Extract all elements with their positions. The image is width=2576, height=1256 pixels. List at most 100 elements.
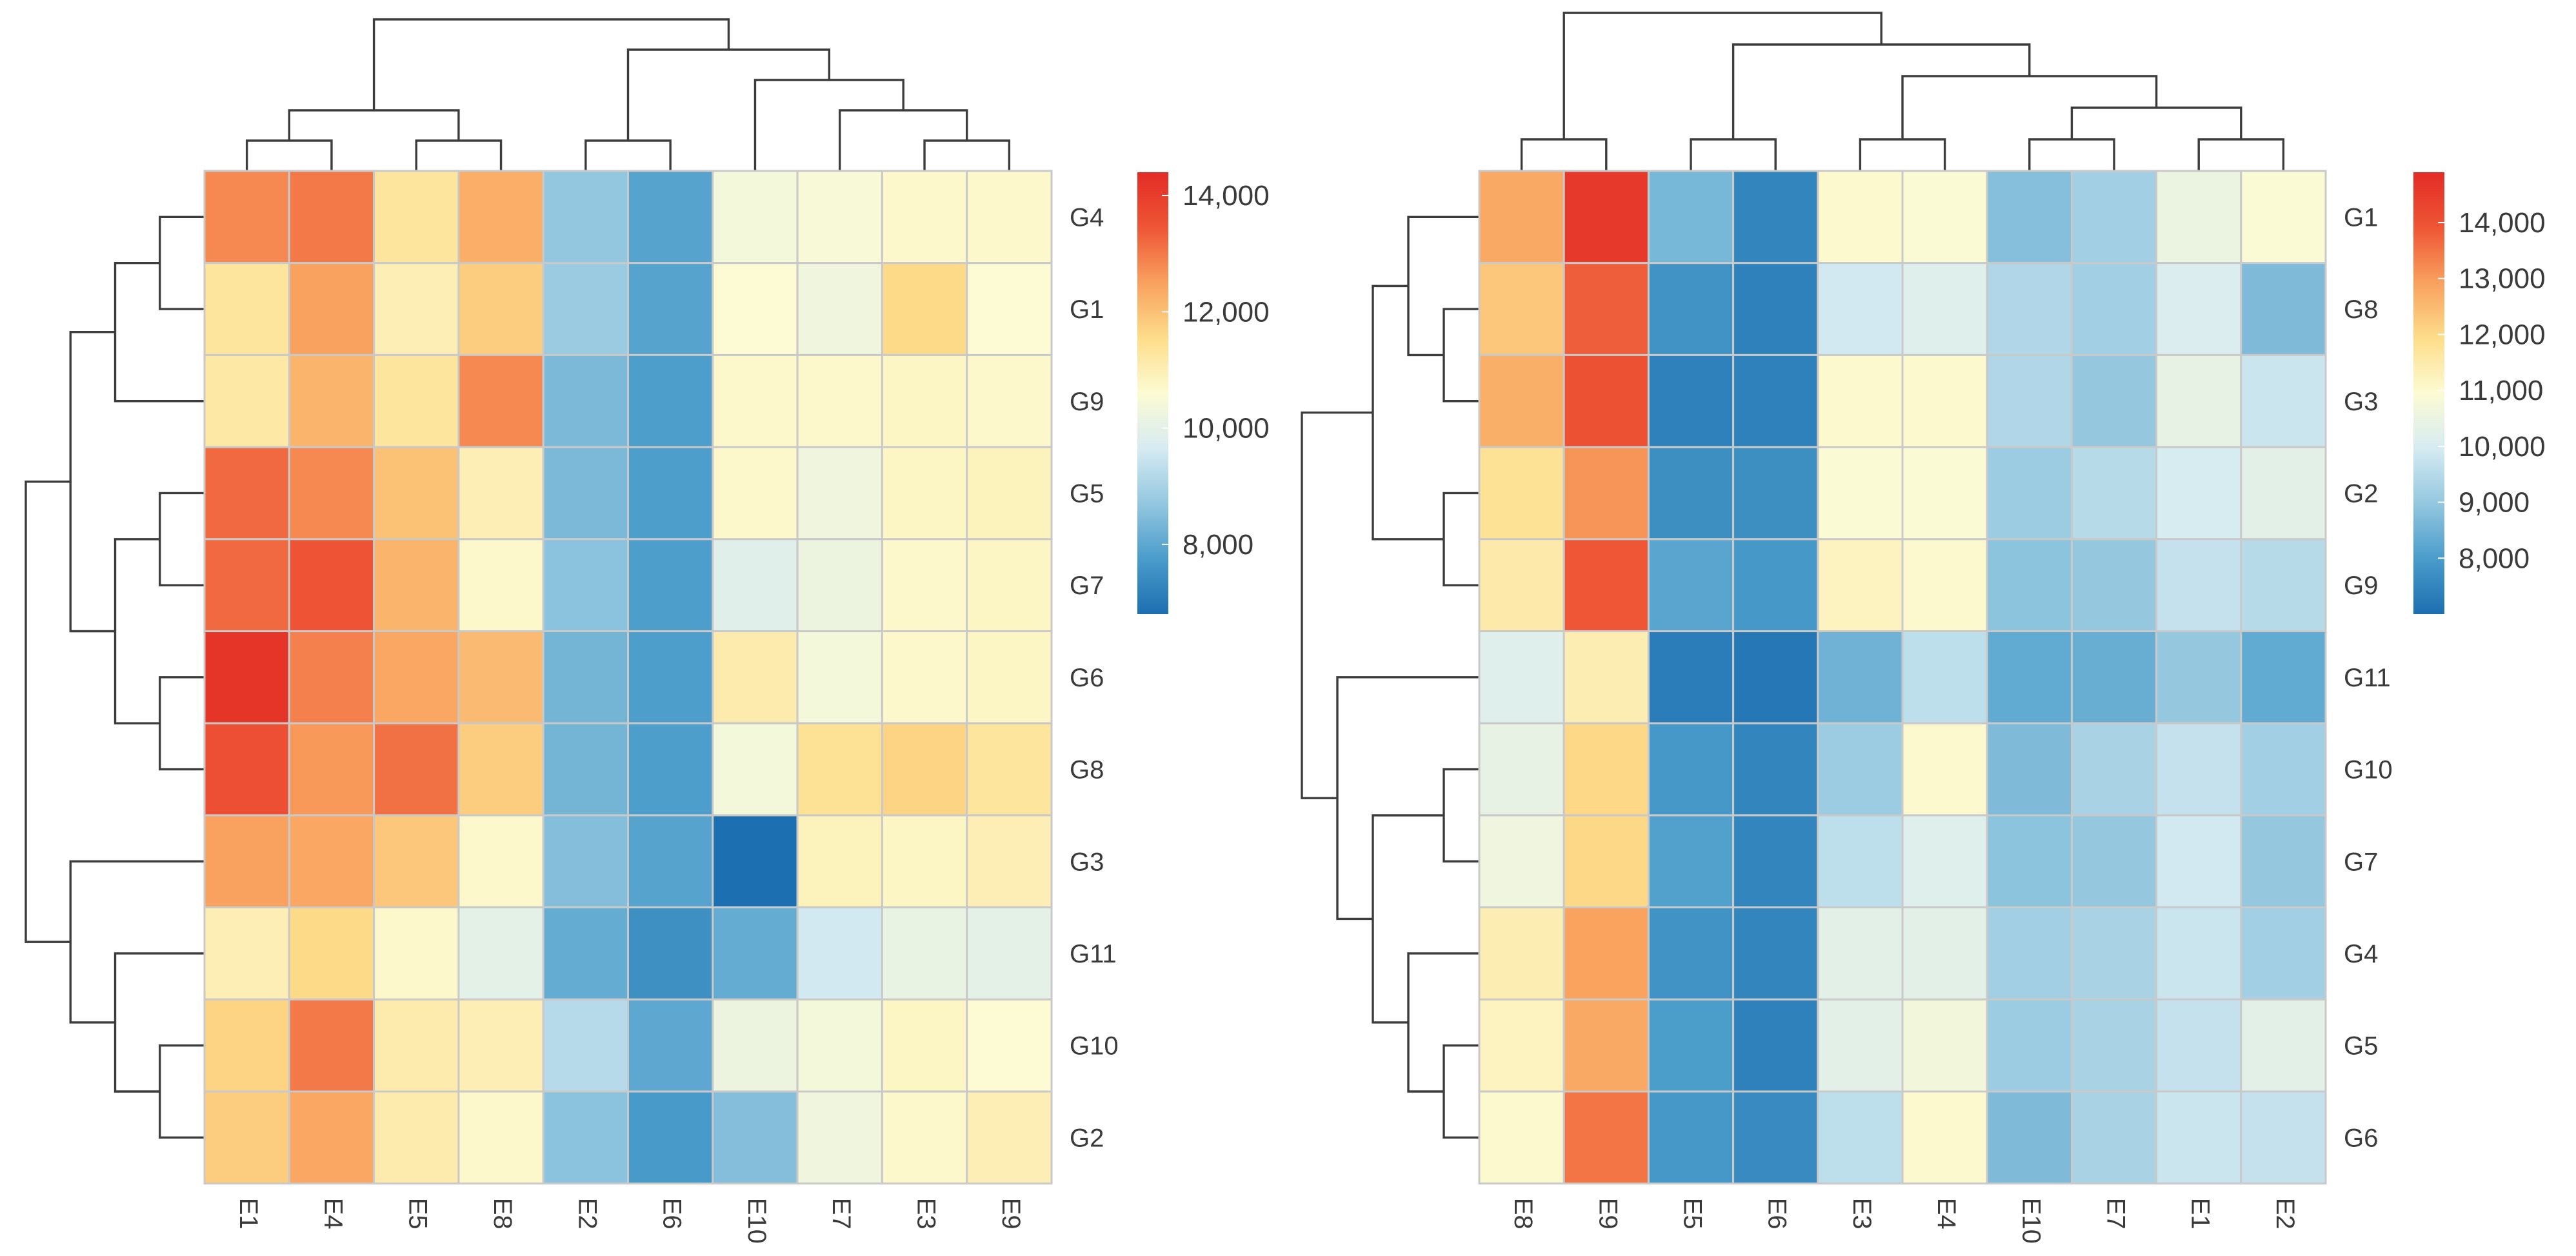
cell-G11-E9 xyxy=(966,906,1053,1001)
colorbar-tick-label: 13,000 xyxy=(2459,263,2546,295)
cell-G3-E8 xyxy=(1478,354,1565,448)
cell-G7-E4 xyxy=(288,538,375,632)
cell-G1-E6 xyxy=(627,262,714,356)
cell-G4-E8 xyxy=(1478,906,1565,1001)
cell-G9-E9 xyxy=(1563,538,1650,632)
cell-G6-E6 xyxy=(627,630,714,724)
cell-G8-E8 xyxy=(1478,262,1565,356)
row-label: G10 xyxy=(2344,756,2393,784)
cell-G2-E10 xyxy=(712,1090,799,1185)
cell-G9-E5 xyxy=(1647,538,1735,632)
cell-G3-E2 xyxy=(2240,354,2327,448)
row-label: G3 xyxy=(1070,848,1104,876)
cell-G7-E8 xyxy=(1478,814,1565,909)
cell-G6-E7 xyxy=(2070,1090,2158,1185)
cell-G11-E1 xyxy=(203,906,290,1001)
cell-G1-E1 xyxy=(203,262,290,356)
cell-G2-E1 xyxy=(203,1090,290,1185)
cell-G11-E10 xyxy=(1986,630,2073,724)
cell-G4-E9 xyxy=(966,170,1053,264)
cell-G2-E4 xyxy=(288,1090,375,1185)
cell-G7-E9 xyxy=(1563,814,1650,909)
cell-G6-E8 xyxy=(1478,1090,1565,1185)
cell-G5-E5 xyxy=(1647,998,1735,1093)
cell-G7-E1 xyxy=(2155,814,2242,909)
cell-G2-E9 xyxy=(1563,446,1650,541)
cell-G9-E10 xyxy=(1986,538,2073,632)
cell-G2-E5 xyxy=(373,1090,460,1185)
cell-G6-E3 xyxy=(881,630,968,724)
cell-G11-E8 xyxy=(1478,630,1565,724)
cell-G8-E4 xyxy=(1901,262,1988,356)
row-label: G2 xyxy=(1070,1124,1104,1152)
colorbar-gradient xyxy=(2413,172,2444,614)
colorbar: 14,000 13,000 12,000 11,000 10,000 9,000 8,000 xyxy=(2413,172,2546,614)
row-dendrogram-branch-6 xyxy=(159,1044,205,1139)
cell-G3-E6 xyxy=(1732,354,1819,448)
cell-G6-E10 xyxy=(1986,1090,2073,1185)
row-dendrogram-branch-5 xyxy=(1443,1044,1479,1139)
cell-G1-E10 xyxy=(712,262,799,356)
cell-G5-E7 xyxy=(2070,998,2158,1093)
cell-G8-E5 xyxy=(373,722,460,817)
cell-G7-E2 xyxy=(542,538,630,632)
heatmap-right: G1 G8 G3 G2 G9 G11 G10 G7 G4 G5 G6 E8 E9 E5 E6 E3 E4 E10 E… xyxy=(1301,12,2546,1244)
cell-G1-E5 xyxy=(1647,170,1735,264)
cell-G7-E4 xyxy=(1901,814,1988,909)
column-label: E2 xyxy=(573,1198,601,1230)
heatmap-cells xyxy=(1478,170,2327,1185)
cell-G9-E10 xyxy=(712,354,799,448)
row-label: G6 xyxy=(2344,1124,2378,1152)
cell-G5-E8 xyxy=(1478,998,1565,1093)
column-dendrogram-branch-3 xyxy=(2028,138,2115,171)
cell-G9-E3 xyxy=(881,354,968,448)
cell-G4-E1 xyxy=(2155,906,2242,1001)
colorbar-gradient xyxy=(1137,172,1168,614)
cell-G1-E4 xyxy=(288,262,375,356)
colorbar-tick-label: 10,000 xyxy=(1183,413,1270,444)
cell-G8-E4 xyxy=(288,722,375,817)
cell-G8-E3 xyxy=(881,722,968,817)
cell-G5-E5 xyxy=(373,446,460,541)
cell-G8-E6 xyxy=(1732,262,1819,356)
cell-G4-E7 xyxy=(2070,906,2158,1001)
row-dendrogram-branch-9 xyxy=(25,480,71,943)
column-label: E4 xyxy=(319,1198,347,1230)
column-label: E7 xyxy=(2101,1198,2130,1230)
cell-G10-E1 xyxy=(2155,722,2242,817)
column-label: E3 xyxy=(912,1198,940,1230)
cell-G1-E10 xyxy=(1986,170,2073,264)
colorbar: 14,000 12,000 10,000 8,000 xyxy=(1137,172,1270,614)
column-dendrogram xyxy=(245,18,1011,171)
cell-G10-E5 xyxy=(1647,722,1735,817)
cell-G6-E7 xyxy=(796,630,883,724)
cell-G2-E9 xyxy=(966,1090,1053,1185)
row-dendrogram-branch-2 xyxy=(159,492,205,586)
column-dendrogram-branch-7 xyxy=(626,48,831,141)
row-dendrogram xyxy=(1301,215,1479,1139)
cell-G9-E2 xyxy=(542,354,630,448)
cell-G10-E8 xyxy=(457,998,544,1093)
cell-G10-E3 xyxy=(1817,722,1904,817)
cell-G10-E7 xyxy=(2070,722,2158,817)
cell-G10-E5 xyxy=(373,998,460,1093)
cell-G4-E7 xyxy=(796,170,883,264)
column-dendrogram-branch-4 xyxy=(923,139,1011,171)
cell-G8-E7 xyxy=(796,722,883,817)
cell-G6-E4 xyxy=(288,630,375,724)
row-dendrogram xyxy=(25,215,205,1139)
row-label: G7 xyxy=(1070,572,1104,600)
cell-G9-E5 xyxy=(373,354,460,448)
cell-G6-E9 xyxy=(1563,1090,1650,1185)
cell-G1-E3 xyxy=(881,262,968,356)
cell-G11-E5 xyxy=(1647,630,1735,724)
cell-G11-E2 xyxy=(542,906,630,1001)
cell-G10-E2 xyxy=(2240,722,2327,817)
cell-G9-E7 xyxy=(2070,538,2158,632)
cell-G1-E7 xyxy=(2070,170,2158,264)
cell-G4-E5 xyxy=(1647,906,1735,1001)
cell-G11-E6 xyxy=(627,906,714,1001)
row-label: G8 xyxy=(2344,295,2378,324)
cell-G11-E6 xyxy=(1732,630,1819,724)
